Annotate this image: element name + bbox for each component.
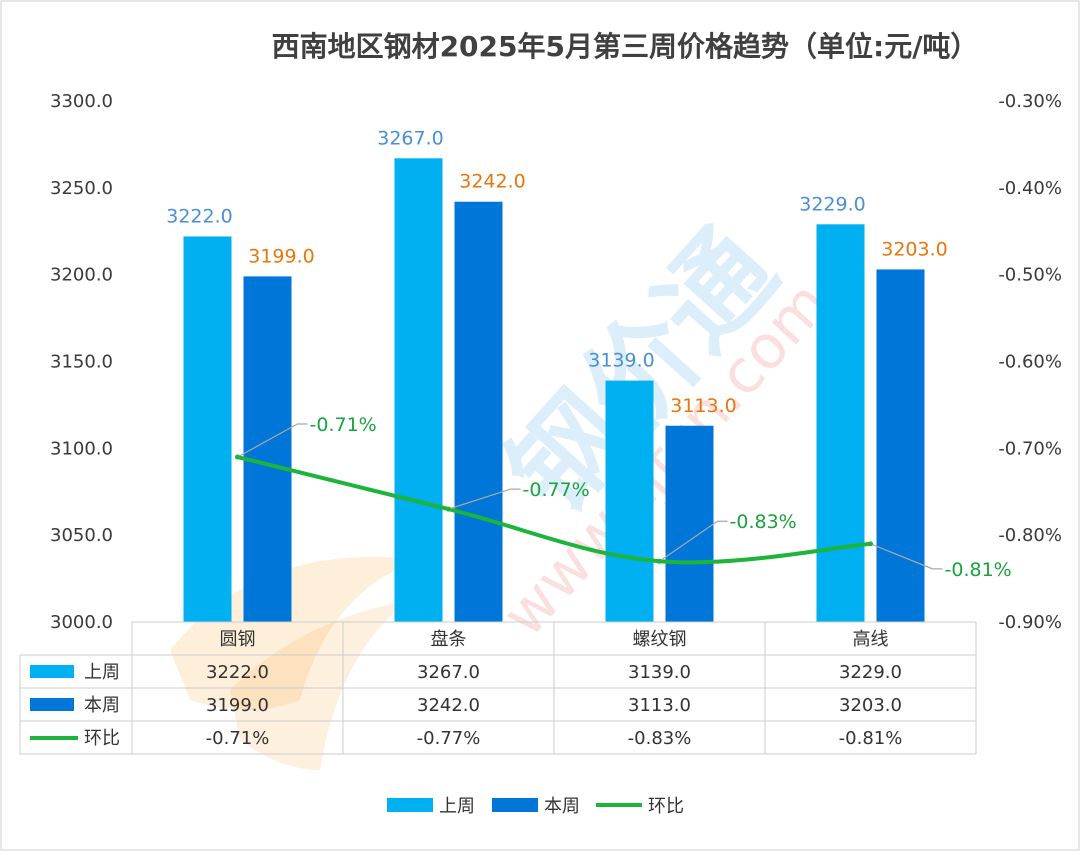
y-right-tick-label: -0.30% xyxy=(998,91,1062,112)
legend-label: 环比 xyxy=(648,796,684,817)
bar-data-label: 3222.0 xyxy=(166,205,232,227)
category-label: 盘条 xyxy=(431,629,467,650)
table-cell: 3242.0 xyxy=(417,695,480,716)
mom-leader-line xyxy=(870,543,943,570)
y-right-tick-label: -0.50% xyxy=(998,265,1062,286)
legend-label: 本周 xyxy=(544,796,580,817)
bar-last-week xyxy=(394,158,443,622)
mom-data-label: -0.77% xyxy=(523,479,590,501)
table-cell: 3222.0 xyxy=(206,662,269,683)
mom-line xyxy=(235,455,873,565)
y-right-tick-label: -0.40% xyxy=(998,178,1062,199)
y-left-tick-label: 3050.0 xyxy=(50,525,113,546)
bar-last-week xyxy=(183,236,232,622)
bar-this-week xyxy=(665,425,714,622)
category-label: 圆钢 xyxy=(220,629,256,650)
table-cell: -0.77% xyxy=(417,728,481,749)
y-axis-left: 3300.0 3250.0 3200.0 3150.0 3100.0 3050.0 3000… xyxy=(50,91,113,633)
table-cell: 3229.0 xyxy=(839,662,902,683)
table-series-name: 本周 xyxy=(84,695,120,716)
mom-data-label: -0.81% xyxy=(945,559,1012,581)
table-legend-key xyxy=(30,665,74,678)
legend-label: 上周 xyxy=(439,796,475,817)
y-axis-right: -0.30% -0.40% -0.50% -0.60% -0.70% -0.80% -0.9… xyxy=(998,91,1062,633)
bar-this-week xyxy=(454,201,503,622)
bar-data-label: 3229.0 xyxy=(799,193,865,215)
legend: 上周 本周 环比 xyxy=(387,796,684,817)
table-legend-key xyxy=(30,698,74,711)
y-left-tick-label: 3250.0 xyxy=(50,178,113,199)
mom-point xyxy=(446,506,451,512)
bar-this-week xyxy=(876,269,925,622)
y-left-tick-label: 3150.0 xyxy=(50,352,113,373)
y-right-tick-label: -0.90% xyxy=(998,612,1062,633)
watermark-logo-shape-2 xyxy=(230,600,410,770)
mom-point xyxy=(657,558,662,564)
bar-last-week xyxy=(816,224,865,622)
mom-point xyxy=(868,541,873,547)
mom-point xyxy=(235,454,240,460)
bar-series xyxy=(183,158,925,622)
chart-title: 西南地区钢材2025年5月第三周价格趋势（单位:元/吨） xyxy=(272,30,979,63)
table-cell: -0.71% xyxy=(206,728,270,749)
bar-last-week xyxy=(605,380,654,622)
table-cell: 3199.0 xyxy=(206,695,269,716)
y-right-tick-label: -0.80% xyxy=(998,525,1062,546)
table-cell: 3203.0 xyxy=(839,695,902,716)
mom-data-label: -0.83% xyxy=(730,511,797,533)
line-series: -0.71% -0.77% -0.83% -0.81% xyxy=(235,414,1012,581)
table-series-name: 上周 xyxy=(84,662,120,683)
table-cell: -0.83% xyxy=(628,728,692,749)
table-cell: 3113.0 xyxy=(628,695,691,716)
mom-data-label: -0.71% xyxy=(310,414,377,436)
bar-data-label: 3242.0 xyxy=(459,171,525,193)
y-right-tick-label: -0.60% xyxy=(998,352,1062,373)
bar-data-label: 3113.0 xyxy=(670,395,736,417)
legend-key xyxy=(492,798,538,812)
bar-data-labels: 3222.0 3199.0 3267.0 3242.0 3139.0 3113.0 3229… xyxy=(166,127,947,416)
table-series-name: 环比 xyxy=(84,728,120,749)
table-cell: 3139.0 xyxy=(628,662,691,683)
category-label: 螺纹钢 xyxy=(633,629,687,650)
legend-key xyxy=(387,798,433,812)
y-left-tick-label: 3000.0 xyxy=(50,612,113,633)
y-left-tick-label: 3100.0 xyxy=(50,438,113,459)
bar-data-label: 3203.0 xyxy=(881,238,947,260)
table-cell: -0.81% xyxy=(839,728,903,749)
y-right-tick-label: -0.70% xyxy=(998,438,1062,459)
category-label: 高线 xyxy=(853,629,889,650)
mom-leader-line xyxy=(448,488,521,510)
watermark-logo-shape xyxy=(170,556,420,710)
bar-data-label: 3139.0 xyxy=(588,350,654,372)
y-left-tick-label: 3300.0 xyxy=(50,91,113,112)
bar-data-label: 3199.0 xyxy=(248,245,314,267)
mom-leader-line xyxy=(237,423,308,458)
table-cell: 3267.0 xyxy=(417,662,480,683)
mom-leader-line xyxy=(659,520,728,562)
y-left-tick-label: 3200.0 xyxy=(50,265,113,286)
bar-data-label: 3267.0 xyxy=(377,127,443,149)
